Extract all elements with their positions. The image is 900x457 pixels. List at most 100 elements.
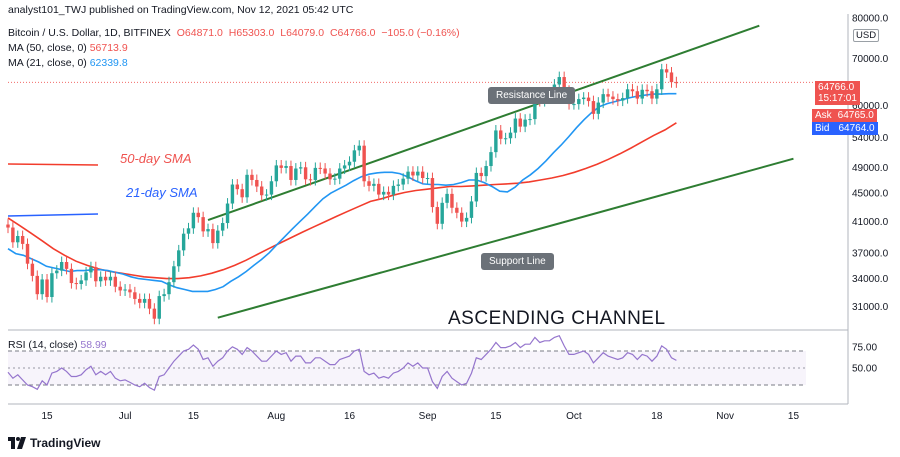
time-tick-label: Aug [267, 411, 285, 422]
price-tick-label: 34000.0 [852, 274, 889, 285]
candle-body [357, 145, 361, 151]
candle-body [596, 102, 601, 114]
candle-body [147, 298, 152, 309]
last-price-tag: 64766.0 15:17:01 [815, 81, 860, 105]
candle-body [25, 243, 30, 264]
candle-body [191, 212, 196, 229]
price-axis: 31000.0 34000.0 37000.0 41000.0 45000.0 49000… [852, 14, 889, 375]
candle-body [630, 89, 635, 92]
candle-body [259, 186, 264, 196]
publisher-text: analyst101_TWJ published on TradingView.… [8, 4, 354, 16]
last-price-value: 64766.0 [818, 82, 855, 93]
candle-body [45, 279, 49, 298]
candle-body [211, 229, 215, 244]
ma21-legend-value: 62339.8 [89, 57, 128, 69]
resistance-line [207, 24, 760, 222]
candle-body [499, 130, 503, 139]
ma21-legend[interactable]: MA (21, close, 0) 62339.8 [8, 57, 128, 69]
candle-body [367, 181, 371, 186]
candle-body [450, 193, 454, 208]
candle-body [162, 294, 166, 297]
grid [8, 14, 849, 405]
candle-body [152, 308, 157, 319]
ma50-legend-label: MA (50, close, 0) [8, 42, 87, 54]
time-tick-label: 15 [788, 411, 800, 422]
candle-body [89, 267, 93, 273]
candle-body [313, 167, 318, 180]
time-tick-label: 15 [490, 411, 502, 422]
candle-body [611, 96, 615, 100]
candle-body [620, 98, 625, 101]
candle-body [35, 275, 39, 295]
ohlc-high: H65303.0 [228, 27, 275, 39]
candle-body [425, 178, 430, 180]
candle-body [416, 171, 420, 176]
price-tick-label: 45000.0 [852, 189, 889, 200]
candle-body [420, 171, 425, 179]
candle-body [157, 296, 161, 319]
candle-body [479, 172, 483, 177]
time-tick-label: Sep [419, 411, 437, 422]
support-label: Support Line [481, 253, 554, 270]
rsi-legend[interactable]: RSI (14, close) 58.99 [8, 339, 107, 351]
time-tick-label: 16 [344, 411, 356, 422]
tradingview-logo[interactable]: TradingView [8, 436, 100, 450]
candle-body [508, 132, 513, 139]
sma50-key-line [7, 163, 99, 166]
candle-body [284, 166, 288, 168]
candle-body [40, 279, 44, 295]
candle-body [489, 152, 493, 167]
time-tick-label: 15 [188, 411, 200, 422]
candle-body [342, 165, 347, 169]
candle-body [562, 77, 566, 91]
candle-body [16, 236, 20, 243]
currency-badge[interactable]: USD [853, 29, 880, 42]
candle-body [674, 82, 679, 84]
candle-body [279, 165, 283, 168]
candle-body [303, 167, 308, 180]
candle-body [430, 178, 435, 208]
candle-body [406, 171, 410, 179]
candle-body [103, 276, 108, 281]
time-tick-label: Jul [119, 411, 132, 422]
candle-body [533, 97, 537, 120]
candle-body [123, 289, 127, 291]
candle-body [94, 267, 98, 282]
candle-body [445, 193, 449, 203]
candle-body [435, 207, 440, 224]
candle-body [220, 223, 225, 231]
candle-body [64, 262, 69, 269]
rsi-tick-label: 50.00 [852, 364, 877, 375]
tradingview-icon [8, 437, 26, 449]
candle-body [464, 217, 469, 222]
candle-body [294, 168, 298, 180]
candle-body [557, 77, 561, 85]
candle-body [523, 119, 527, 127]
sma21-key-line [7, 213, 99, 217]
candle-body [84, 272, 88, 281]
candle-body [572, 104, 576, 106]
candle-body [460, 212, 464, 222]
ma50-legend[interactable]: MA (50, close, 0) 56713.9 [8, 42, 128, 54]
candle-body [50, 273, 54, 298]
price-tick-label: 54000.0 [852, 133, 889, 144]
candle-body [591, 101, 596, 114]
candle-body [269, 181, 274, 195]
candle-body [455, 207, 459, 213]
candle-body [55, 270, 59, 274]
candle-body [528, 119, 532, 121]
candle-body [142, 298, 147, 303]
ask-value: 64765.0 [837, 110, 874, 121]
candle-body [118, 286, 122, 291]
candle-body [289, 166, 293, 180]
price-tick-label: 49000.0 [852, 163, 889, 174]
candle-body [133, 292, 137, 299]
candle-body [401, 178, 405, 185]
candle-body [625, 89, 630, 99]
candle-body [474, 172, 479, 202]
rsi-legend-value: 58.99 [80, 339, 107, 351]
candle-body [201, 217, 205, 232]
candle-body [411, 171, 415, 176]
candle-body [11, 227, 15, 243]
